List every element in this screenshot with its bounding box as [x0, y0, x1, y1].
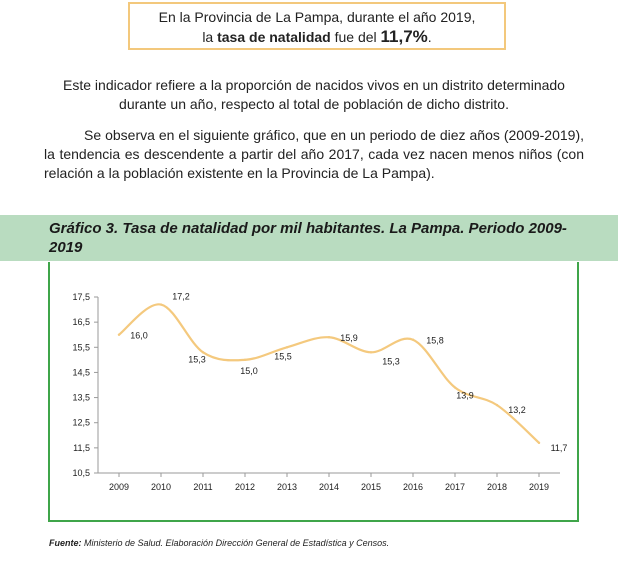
data-point	[411, 338, 415, 341]
data-label: 15,0	[240, 366, 258, 376]
chart-frame	[48, 262, 579, 522]
data-point	[453, 386, 457, 389]
x-tick-label: 2015	[361, 482, 381, 492]
data-label: 15,9	[340, 333, 358, 343]
y-tick-label: 15,5	[72, 342, 90, 352]
x-tick-label: 2009	[109, 482, 129, 492]
callout-value: 11,7%	[380, 27, 428, 46]
source-label: Fuente:	[49, 538, 82, 548]
x-tick-label: 2016	[403, 482, 423, 492]
callout-mid: fue del	[330, 29, 381, 45]
y-tick-label: 16,5	[72, 317, 90, 327]
data-point	[369, 351, 373, 354]
line-chart: 10,5 11,5 12,5 13,5 14,5 15,5 16,5 17,5 2009 201…	[72, 292, 567, 492]
callout-suffix: .	[427, 29, 432, 45]
x-tick-label: 2013	[277, 482, 297, 492]
data-label: 15,3	[382, 356, 400, 366]
trend-description: Se observa en el siguiente gráfico, que …	[44, 127, 584, 181]
data-point	[159, 303, 163, 306]
callout-line-1: En la Provincia de La Pampa, durante el …	[158, 9, 476, 25]
series-line-group	[117, 303, 541, 445]
data-point	[201, 351, 205, 354]
data-label: 11,7	[551, 443, 568, 453]
chart-axes	[97, 297, 560, 474]
x-tick-label: 2010	[151, 482, 171, 492]
x-tick-label: 2012	[235, 482, 255, 492]
highlight-callout: En la Provincia de La Pampa, durante el …	[128, 2, 506, 50]
data-label: 15,5	[274, 351, 292, 361]
data-point	[117, 333, 121, 336]
y-tick-label: 11,5	[73, 443, 90, 453]
y-tick-label: 10,5	[72, 468, 90, 478]
y-tick-label: 12,5	[72, 418, 90, 428]
data-label: 13,2	[508, 405, 526, 415]
callout-line-2: la tasa de natalidad fue del 11,7%.	[130, 27, 504, 47]
data-point	[243, 358, 247, 362]
data-label: 15,3	[188, 354, 206, 364]
chart-title-band	[0, 215, 618, 261]
x-tick-label: 2019	[529, 482, 549, 492]
indicator-description: Este indicador refiere a la proporción d…	[63, 77, 565, 112]
chart-title: Gráfico 3. Tasa de natalidad por mil hab…	[49, 220, 567, 256]
y-tick-label: 13,5	[72, 393, 90, 403]
callout-bold-term: tasa de natalidad	[217, 29, 331, 45]
data-point	[495, 403, 499, 407]
data-label: 15,8	[426, 336, 444, 346]
data-label: 13,9	[456, 391, 474, 401]
x-tick-label: 2011	[193, 482, 212, 492]
y-tick-label: 14,5	[72, 367, 90, 377]
data-label-group: 16,0 17,2 15,3 15,0 15,5 15,9 15,3 15,8 13,9 13,2…	[130, 292, 567, 453]
y-axis-ticks: 10,5 11,5 12,5 13,5 14,5 15,5 16,5 17,5	[72, 292, 98, 478]
source-note: Fuente: Ministerio de Salud. Elaboración…	[49, 538, 389, 548]
y-tick-label: 17,5	[72, 292, 90, 302]
x-tick-label: 2017	[445, 482, 465, 492]
source-text: Ministerio de Salud. Elaboración Direcci…	[81, 538, 390, 548]
data-label: 16,0	[130, 331, 148, 341]
x-tick-label: 2018	[487, 482, 507, 492]
callout-prefix: la	[202, 29, 218, 45]
data-point	[537, 441, 541, 445]
data-label: 17,2	[172, 292, 190, 302]
x-tick-label: 2014	[319, 482, 339, 492]
series-line	[117, 303, 541, 444]
data-point	[327, 336, 331, 339]
x-axis-ticks: 2009 2010 2011 2012 2013 2014 2015 2016 2017 2018…	[109, 473, 549, 492]
data-point	[285, 346, 289, 349]
